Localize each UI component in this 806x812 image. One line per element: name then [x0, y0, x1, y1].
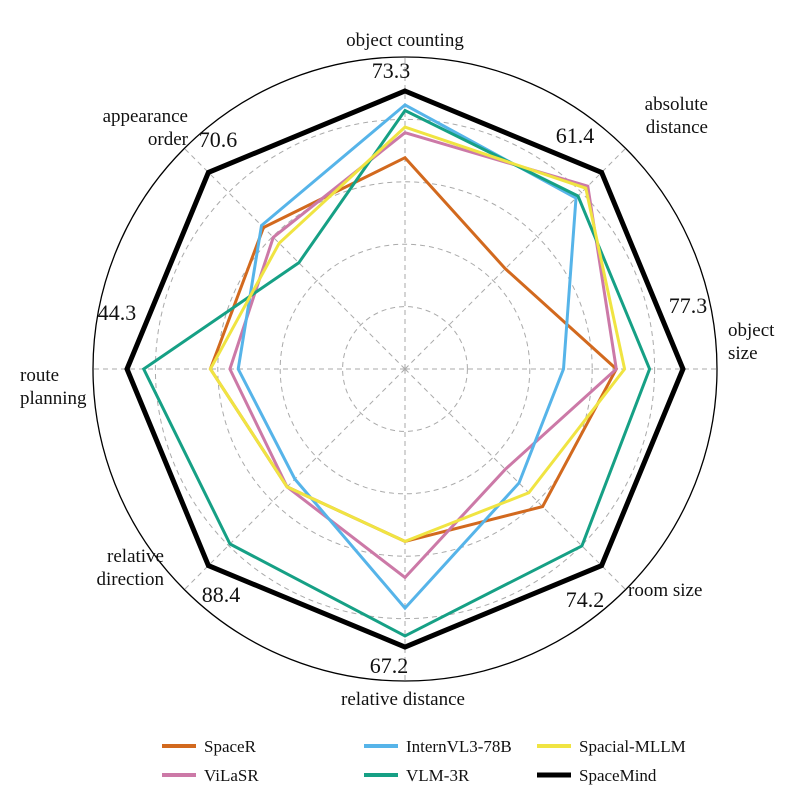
axis-label-line: order: [148, 129, 189, 150]
legend: SpaceR ViLaSR InternVL3-78B VLM-3R Spacial-M…: [162, 737, 686, 785]
best-value-object_size: 77.3: [669, 293, 708, 318]
series-vlm-3r: [141, 108, 652, 638]
axis-label-line: relative distance: [341, 689, 465, 710]
axis-label-appearance_order: appearance order: [103, 106, 189, 150]
grid-circle-2: [279, 243, 531, 495]
axis-label-line: direction: [96, 569, 164, 590]
axis-label-line: object: [728, 320, 775, 341]
series-internvl3-78b: [236, 103, 578, 611]
axis-label-object_size: object size: [728, 320, 775, 364]
spoke-room_size: [404, 368, 626, 590]
axis-label-relative_distance: relative distance: [341, 689, 465, 710]
legend-label-spacer: SpaceR: [204, 737, 257, 756]
best-value-object_counting: 73.3: [372, 58, 411, 83]
axis-label-relative_direction: relative direction: [96, 546, 164, 590]
best-value-appearance_order: 70.6: [199, 127, 238, 152]
spoke-absolute_distance: [404, 148, 626, 370]
best-value-relative_direction: 88.4: [202, 582, 241, 607]
series-vilasr: [228, 131, 618, 580]
axis-labels: object counting 73.3 absolute distance 61.4 o…: [20, 30, 775, 710]
series-spacial-mllm: [208, 125, 627, 544]
axis-label-line: room size: [628, 580, 702, 601]
axis-label-line: object counting: [346, 30, 464, 51]
legend-label-vilasr: ViLaSR: [204, 766, 259, 785]
grid-circle-3: [217, 181, 593, 557]
best-value-relative_distance: 67.2: [370, 653, 409, 678]
legend-label-internvl3-78b: InternVL3-78B: [406, 737, 512, 756]
best-value-room_size: 74.2: [566, 587, 605, 612]
spoke-appearance_order: [184, 148, 406, 370]
grid-circle-4: [154, 118, 656, 620]
outer-circle: [92, 56, 718, 682]
best-value-route_planning: 44.3: [98, 300, 137, 325]
series-spacemind: [124, 88, 686, 650]
axis-label-object_counting: object counting: [346, 30, 464, 51]
axis-label-line: distance: [646, 117, 708, 138]
axis-label-route_planning: route planning: [20, 365, 87, 409]
series-spacer: [208, 155, 619, 543]
axis-label-line: absolute: [645, 94, 708, 115]
axis-label-line: relative: [107, 546, 164, 567]
grid-circle-1: [342, 306, 468, 432]
axis-label-room_size: room size: [628, 580, 702, 601]
axis-label-line: size: [728, 343, 758, 364]
radar-series: [124, 88, 686, 650]
axis-label-line: route: [20, 365, 59, 386]
legend-label-spacial-mllm: Spacial-MLLM: [579, 737, 686, 756]
best-value-absolute_distance: 61.4: [556, 123, 595, 148]
legend-label-vlm-3r: VLM-3R: [406, 766, 470, 785]
axis-label-absolute_distance: absolute distance: [645, 94, 708, 138]
legend-label-spacemind: SpaceMind: [579, 766, 657, 785]
axis-label-line: planning: [20, 388, 87, 409]
axis-label-line: appearance: [103, 106, 188, 127]
